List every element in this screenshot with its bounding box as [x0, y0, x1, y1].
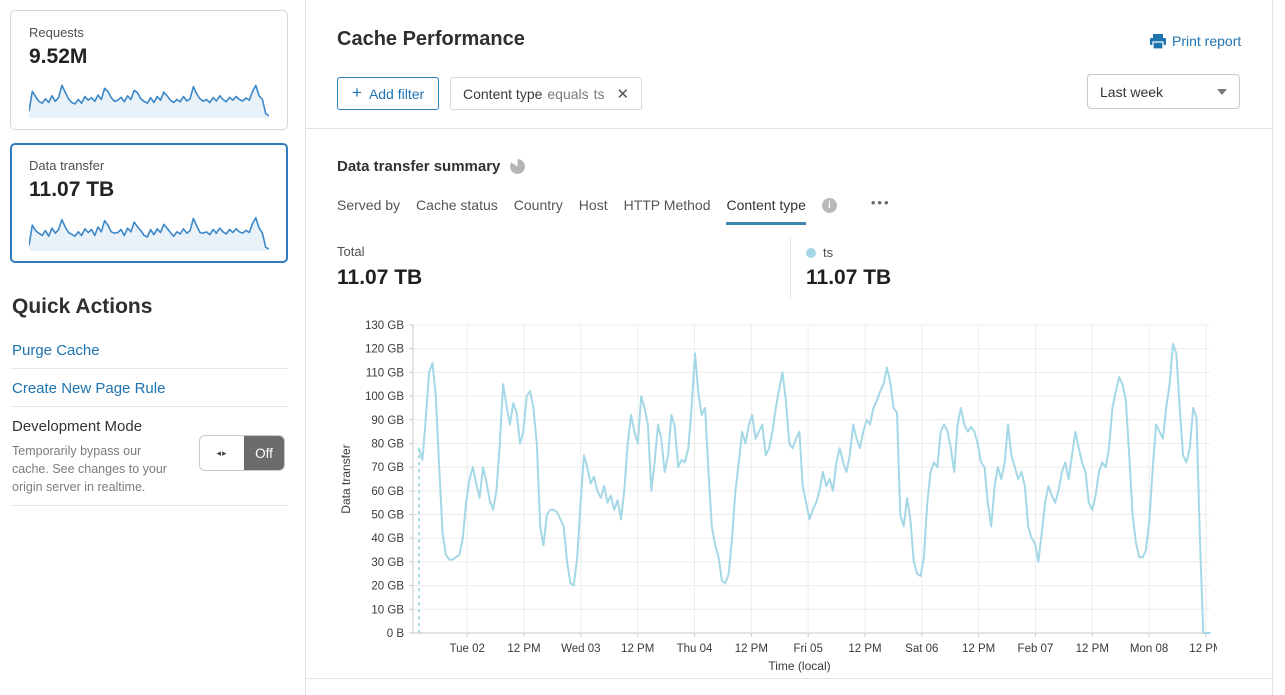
- quick-actions-title: Quick Actions: [12, 295, 153, 318]
- print-report-button[interactable]: Print report: [1150, 33, 1241, 49]
- svg-text:12 PM: 12 PM: [848, 643, 881, 655]
- svg-text:Thu 04: Thu 04: [677, 643, 713, 655]
- stats-divider: [790, 238, 791, 298]
- bottom-section-divider: [306, 678, 1272, 679]
- print-report-label: Print report: [1172, 33, 1242, 49]
- data-transfer-line-chart: 0 B 10 GB 20 GB 30 GB 40 GB 50 GB 60 GB 70 GB 80…: [339, 320, 1223, 673]
- sidebar-divider: [10, 368, 288, 369]
- data-transfer-chart: 0 B 10 GB 20 GB 30 GB 40 GB 50 GB 60 GB 70 GB 80…: [335, 313, 1223, 680]
- summary-title: Data transfer summary: [337, 158, 501, 175]
- svg-text:12 PM: 12 PM: [1076, 643, 1109, 655]
- printer-icon: [1150, 33, 1166, 49]
- tab-content-type[interactable]: Content type: [726, 197, 806, 225]
- tab-host[interactable]: Host: [578, 197, 608, 213]
- svg-text:30 GB: 30 GB: [371, 557, 404, 569]
- purge-cache-link[interactable]: Purge Cache: [12, 342, 100, 359]
- tab-cache-status[interactable]: Cache status: [416, 197, 498, 213]
- main-panel-right-border: [1272, 0, 1273, 695]
- svg-text:10 GB: 10 GB: [371, 604, 404, 616]
- close-icon[interactable]: ✕: [616, 85, 630, 103]
- svg-text:12 PM: 12 PM: [507, 643, 540, 655]
- svg-text:90 GB: 90 GB: [371, 415, 404, 427]
- svg-text:Fri 05: Fri 05: [793, 643, 822, 655]
- plus-icon: +: [352, 82, 362, 102]
- development-mode-title: Development Mode: [12, 418, 143, 435]
- add-filter-button[interactable]: + Add filter: [337, 77, 440, 110]
- total-label: Total: [337, 244, 365, 259]
- toggle-arrows-icon: ◂▸: [200, 436, 244, 470]
- sidebar-divider: [10, 505, 288, 506]
- header-section-divider: [306, 128, 1272, 129]
- svg-text:0 B: 0 B: [387, 628, 405, 640]
- ts-value: 11.07 TB: [806, 266, 892, 289]
- requests-card-label: Requests: [29, 25, 84, 40]
- info-icon[interactable]: i: [821, 198, 837, 213]
- pie-chart-icon: [509, 158, 526, 175]
- tab-country[interactable]: Country: [513, 197, 563, 213]
- svg-text:130 GB: 130 GB: [365, 320, 404, 332]
- svg-text:Mon 08: Mon 08: [1130, 643, 1168, 655]
- tab-served-by[interactable]: Served by: [337, 197, 401, 213]
- data-transfer-card-label: Data transfer: [29, 158, 105, 173]
- svg-text:Feb 07: Feb 07: [1018, 643, 1054, 655]
- development-mode-toggle[interactable]: ◂▸ Off: [199, 435, 285, 471]
- ts-legend-label: ts: [823, 245, 834, 260]
- filter-chip-content-type[interactable]: Content type equals ts ✕: [450, 77, 643, 110]
- svg-text:20 GB: 20 GB: [371, 581, 404, 593]
- total-value: 11.07 TB: [337, 266, 423, 289]
- svg-text:40 GB: 40 GB: [371, 533, 404, 545]
- svg-text:100 GB: 100 GB: [365, 391, 404, 403]
- time-range-value: Last week: [1100, 83, 1164, 100]
- time-range-select[interactable]: Last week: [1087, 74, 1240, 109]
- tab-http-method[interactable]: HTTP Method: [623, 197, 711, 213]
- svg-text:Tue 02: Tue 02: [450, 643, 485, 655]
- more-tabs-button[interactable]: •••: [870, 195, 891, 210]
- filter-value: ts: [593, 85, 605, 102]
- svg-text:12 PM: 12 PM: [621, 643, 654, 655]
- svg-text:110 GB: 110 GB: [366, 367, 404, 379]
- svg-text:12 PM: 12 PM: [962, 643, 995, 655]
- requests-card-value: 9.52M: [29, 45, 88, 68]
- svg-text:60 GB: 60 GB: [371, 486, 404, 498]
- filter-field: Content type: [463, 85, 543, 102]
- svg-text:120 GB: 120 GB: [365, 344, 404, 356]
- svg-text:Wed 03: Wed 03: [561, 643, 600, 655]
- series-legend: ts: [806, 245, 833, 260]
- svg-text:12 PM: 12 PM: [735, 643, 768, 655]
- svg-text:Sat 06: Sat 06: [905, 643, 938, 655]
- sidebar-divider: [10, 406, 288, 407]
- svg-text:70 GB: 70 GB: [371, 462, 404, 474]
- data-transfer-metric-card[interactable]: Data transfer 11.07 TB: [10, 143, 288, 263]
- page-title: Cache Performance: [337, 28, 525, 50]
- development-mode-description: Temporarily bypass our cache. See change…: [12, 444, 167, 495]
- add-filter-label: Add filter: [368, 85, 425, 102]
- ts-legend-dot-icon: [806, 247, 816, 258]
- svg-text:Data transfer: Data transfer: [339, 444, 353, 513]
- svg-text:12 PM: 12 PM: [1189, 643, 1217, 655]
- chevron-down-icon: [1217, 88, 1227, 95]
- requests-metric-card[interactable]: Requests 9.52M: [10, 10, 288, 130]
- sidebar-main-divider: [305, 0, 306, 695]
- svg-text:80 GB: 80 GB: [371, 438, 404, 450]
- requests-sparkline-chart: [29, 84, 269, 118]
- filter-operator: equals: [547, 85, 589, 102]
- svg-text:Time (local): Time (local): [768, 659, 830, 673]
- svg-text:50 GB: 50 GB: [371, 510, 404, 522]
- toggle-off-label: Off: [244, 436, 284, 470]
- dimension-tabs: Served by Cache status Country Host HTTP…: [337, 195, 891, 225]
- data-transfer-card-value: 11.07 TB: [29, 178, 115, 201]
- create-page-rule-link[interactable]: Create New Page Rule: [12, 380, 166, 397]
- data-transfer-sparkline-chart: [29, 216, 269, 251]
